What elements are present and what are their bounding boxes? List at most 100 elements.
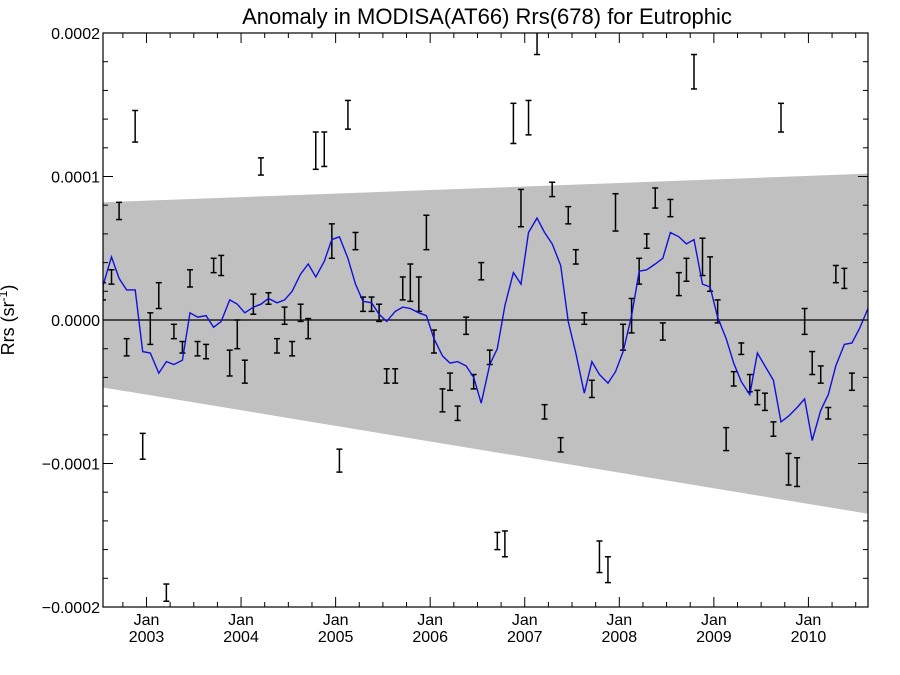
x-tick-year-label: 2004 — [223, 629, 259, 646]
errorbar-point — [241, 359, 248, 384]
errorbar-point — [447, 372, 454, 392]
errorbar-point — [848, 372, 855, 392]
errorbar-point — [407, 263, 414, 303]
errorbar-point — [510, 102, 517, 145]
errorbar-point — [691, 53, 698, 90]
errorbar-point — [344, 99, 351, 130]
errorbar-point — [785, 452, 792, 486]
x-tick-month-label: Jan — [417, 612, 443, 629]
errorbar-point — [203, 343, 210, 360]
errorbar-point — [572, 248, 579, 265]
errorbar-point — [305, 317, 312, 340]
errorbar-point — [430, 329, 437, 354]
errorbar-point — [352, 231, 359, 251]
errorbar-point — [132, 109, 139, 143]
x-tick-month-label: Jan — [606, 612, 632, 629]
x-tick-month-label: Jan — [228, 612, 254, 629]
errorbar-point — [549, 181, 556, 198]
errorbar-point — [817, 365, 824, 384]
x-tick-year-label: 2007 — [507, 629, 543, 646]
errorbar-point — [257, 157, 264, 176]
errorbar-point — [730, 370, 737, 387]
y-tick-label: −0.0002 — [42, 600, 100, 617]
errorbar-point — [596, 540, 603, 574]
x-tick-year-label: 2003 — [129, 629, 165, 646]
errorbar-point — [108, 269, 115, 285]
errorbar-point — [439, 388, 446, 413]
errorbar-point — [683, 257, 690, 283]
errorbar-point — [454, 405, 461, 422]
errorbar-point — [234, 319, 241, 350]
errorbar-point — [103, 281, 106, 301]
x-tick-month-label: Jan — [796, 612, 822, 629]
errorbar-point — [376, 303, 383, 323]
errorbar-point — [723, 426, 730, 452]
x-tick-month-label: Jan — [134, 612, 160, 629]
errorbar-point — [250, 293, 257, 316]
errorbar-point — [273, 337, 280, 354]
errorbar-point — [841, 267, 848, 290]
errorbar-point — [525, 99, 532, 136]
errorbar-point — [738, 342, 745, 356]
errorbar-point — [423, 214, 430, 251]
y-axis-label-text: Rrs (sr — [0, 301, 18, 355]
errorbar-point — [832, 264, 839, 284]
errorbar-point — [289, 340, 296, 357]
x-tick-year-label: 2005 — [318, 629, 354, 646]
errorbar-point — [501, 530, 508, 558]
x-tick-month-label: Jan — [512, 612, 538, 629]
errorbar-point — [659, 322, 666, 341]
x-tick-month-label: Jan — [323, 612, 349, 629]
y-axis-label-superscript: -1 — [0, 290, 10, 301]
y-axis-label-close: ) — [0, 285, 18, 291]
errorbar-point — [604, 556, 611, 584]
errorbar-point — [754, 389, 761, 406]
errorbar-point — [368, 296, 375, 313]
errorbar-point — [761, 392, 768, 412]
errorbar-point — [147, 312, 154, 346]
errorbar-point — [825, 406, 832, 420]
errorbar-point — [194, 340, 201, 357]
errorbar-point — [281, 306, 288, 326]
errorbar-point — [707, 256, 714, 293]
errorbar-point — [336, 448, 343, 473]
errorbar-point — [612, 192, 619, 232]
errorbar-point — [399, 276, 406, 301]
errorbar-point — [312, 131, 319, 171]
plot-inner — [103, 33, 868, 603]
errorbar-point — [186, 269, 193, 288]
errorbar-point — [494, 531, 501, 551]
smoothed-anomaly-line — [103, 216, 868, 441]
errorbar-point — [588, 379, 595, 399]
x-tick-year-label: 2008 — [602, 629, 638, 646]
errorbar-point — [581, 312, 588, 326]
errorbar-point — [297, 303, 304, 323]
errorbar-point — [643, 233, 650, 249]
errorbar-point — [179, 340, 186, 354]
y-tick-label: 0.0001 — [51, 170, 100, 187]
y-tick-label: 0.0000 — [51, 313, 100, 330]
errorbar-point — [321, 131, 328, 168]
errorbar-point — [667, 198, 674, 218]
errorbar-point — [155, 281, 162, 310]
y-tick-label: 0.0002 — [51, 26, 100, 43]
errorbar-point — [478, 261, 485, 281]
y-axis-label: Rrs (sr-1) — [0, 285, 18, 356]
errorbar-point — [463, 316, 470, 336]
errorbar-point — [170, 323, 177, 340]
x-tick-month-label: Jan — [701, 612, 727, 629]
errorbar-point — [778, 102, 785, 133]
errorbar-point — [210, 257, 217, 274]
errorbar-point — [565, 205, 572, 225]
x-tick-year-label: 2006 — [412, 629, 448, 646]
errorbar-point — [163, 583, 170, 603]
errorbar-point — [123, 337, 130, 357]
errorbar-point — [770, 421, 777, 437]
x-tick-year-label: 2010 — [791, 629, 827, 646]
errorbar-point — [557, 436, 564, 453]
errorbar-point — [801, 307, 808, 336]
errorbar-point — [794, 457, 801, 488]
plot-area — [103, 33, 868, 603]
errorbar-point — [541, 403, 548, 420]
